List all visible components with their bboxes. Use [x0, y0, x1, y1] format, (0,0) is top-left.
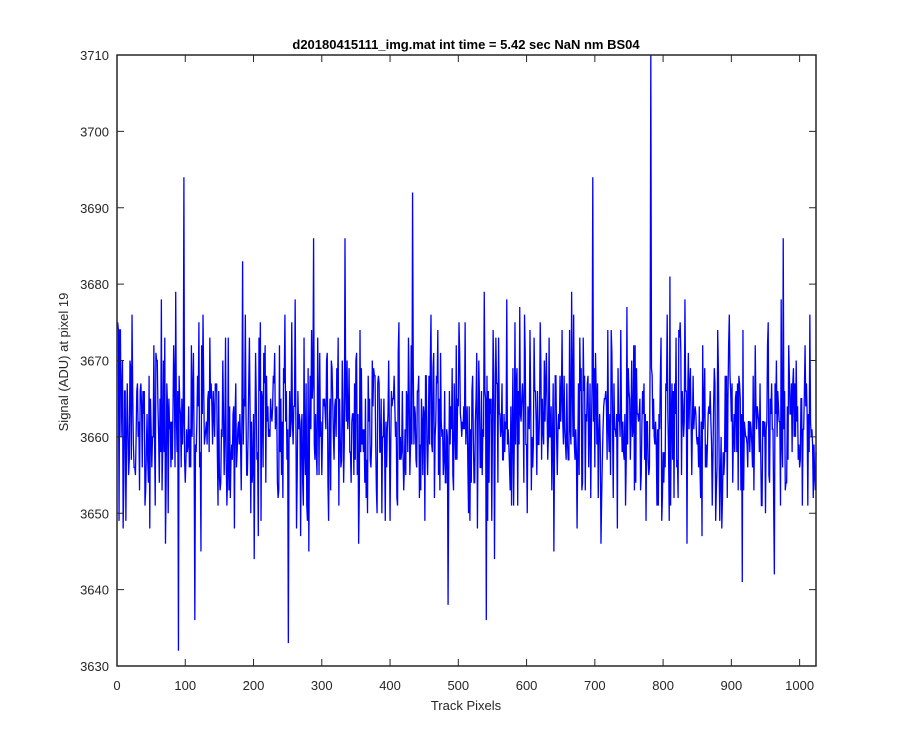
x-axis-label: Track Pixels — [431, 698, 502, 713]
y-tick-label: 3650 — [80, 506, 109, 521]
x-tick-label: 600 — [516, 678, 538, 693]
y-axis-label: Signal (ADU) at pixel 19 — [56, 293, 71, 432]
y-tick-label: 3680 — [80, 277, 109, 292]
y-tick-label: 3690 — [80, 201, 109, 216]
y-tick-label: 3640 — [80, 583, 109, 598]
axes: 0 100 200 300 400 500 600 700 800 900 1000 3630 3640… — [80, 48, 817, 693]
x-tick-label: 900 — [721, 678, 743, 693]
y-tick-label: 3630 — [80, 659, 109, 674]
plot-background — [117, 55, 816, 666]
x-tick-label: 400 — [379, 678, 401, 693]
x-tick-label: 500 — [447, 678, 469, 693]
x-tick-label: 300 — [311, 678, 333, 693]
plot-area — [117, 55, 816, 666]
x-tick-label: 100 — [174, 678, 196, 693]
y-tick-label: 3670 — [80, 354, 109, 369]
x-tick-label: 200 — [243, 678, 265, 693]
series-line — [117, 54, 817, 651]
chart-title: d20180415111_img.mat int time = 5.42 sec… — [292, 37, 640, 52]
x-tick-label: 700 — [584, 678, 606, 693]
y-tick-label: 3710 — [80, 48, 109, 63]
y-tick-label: 3700 — [80, 124, 109, 139]
x-tick-label: 800 — [652, 678, 674, 693]
series-layer — [117, 54, 817, 651]
y-tick-label: 3660 — [80, 430, 109, 445]
x-tick-label: 0 — [113, 678, 120, 693]
x-tick-label: 1000 — [785, 678, 814, 693]
